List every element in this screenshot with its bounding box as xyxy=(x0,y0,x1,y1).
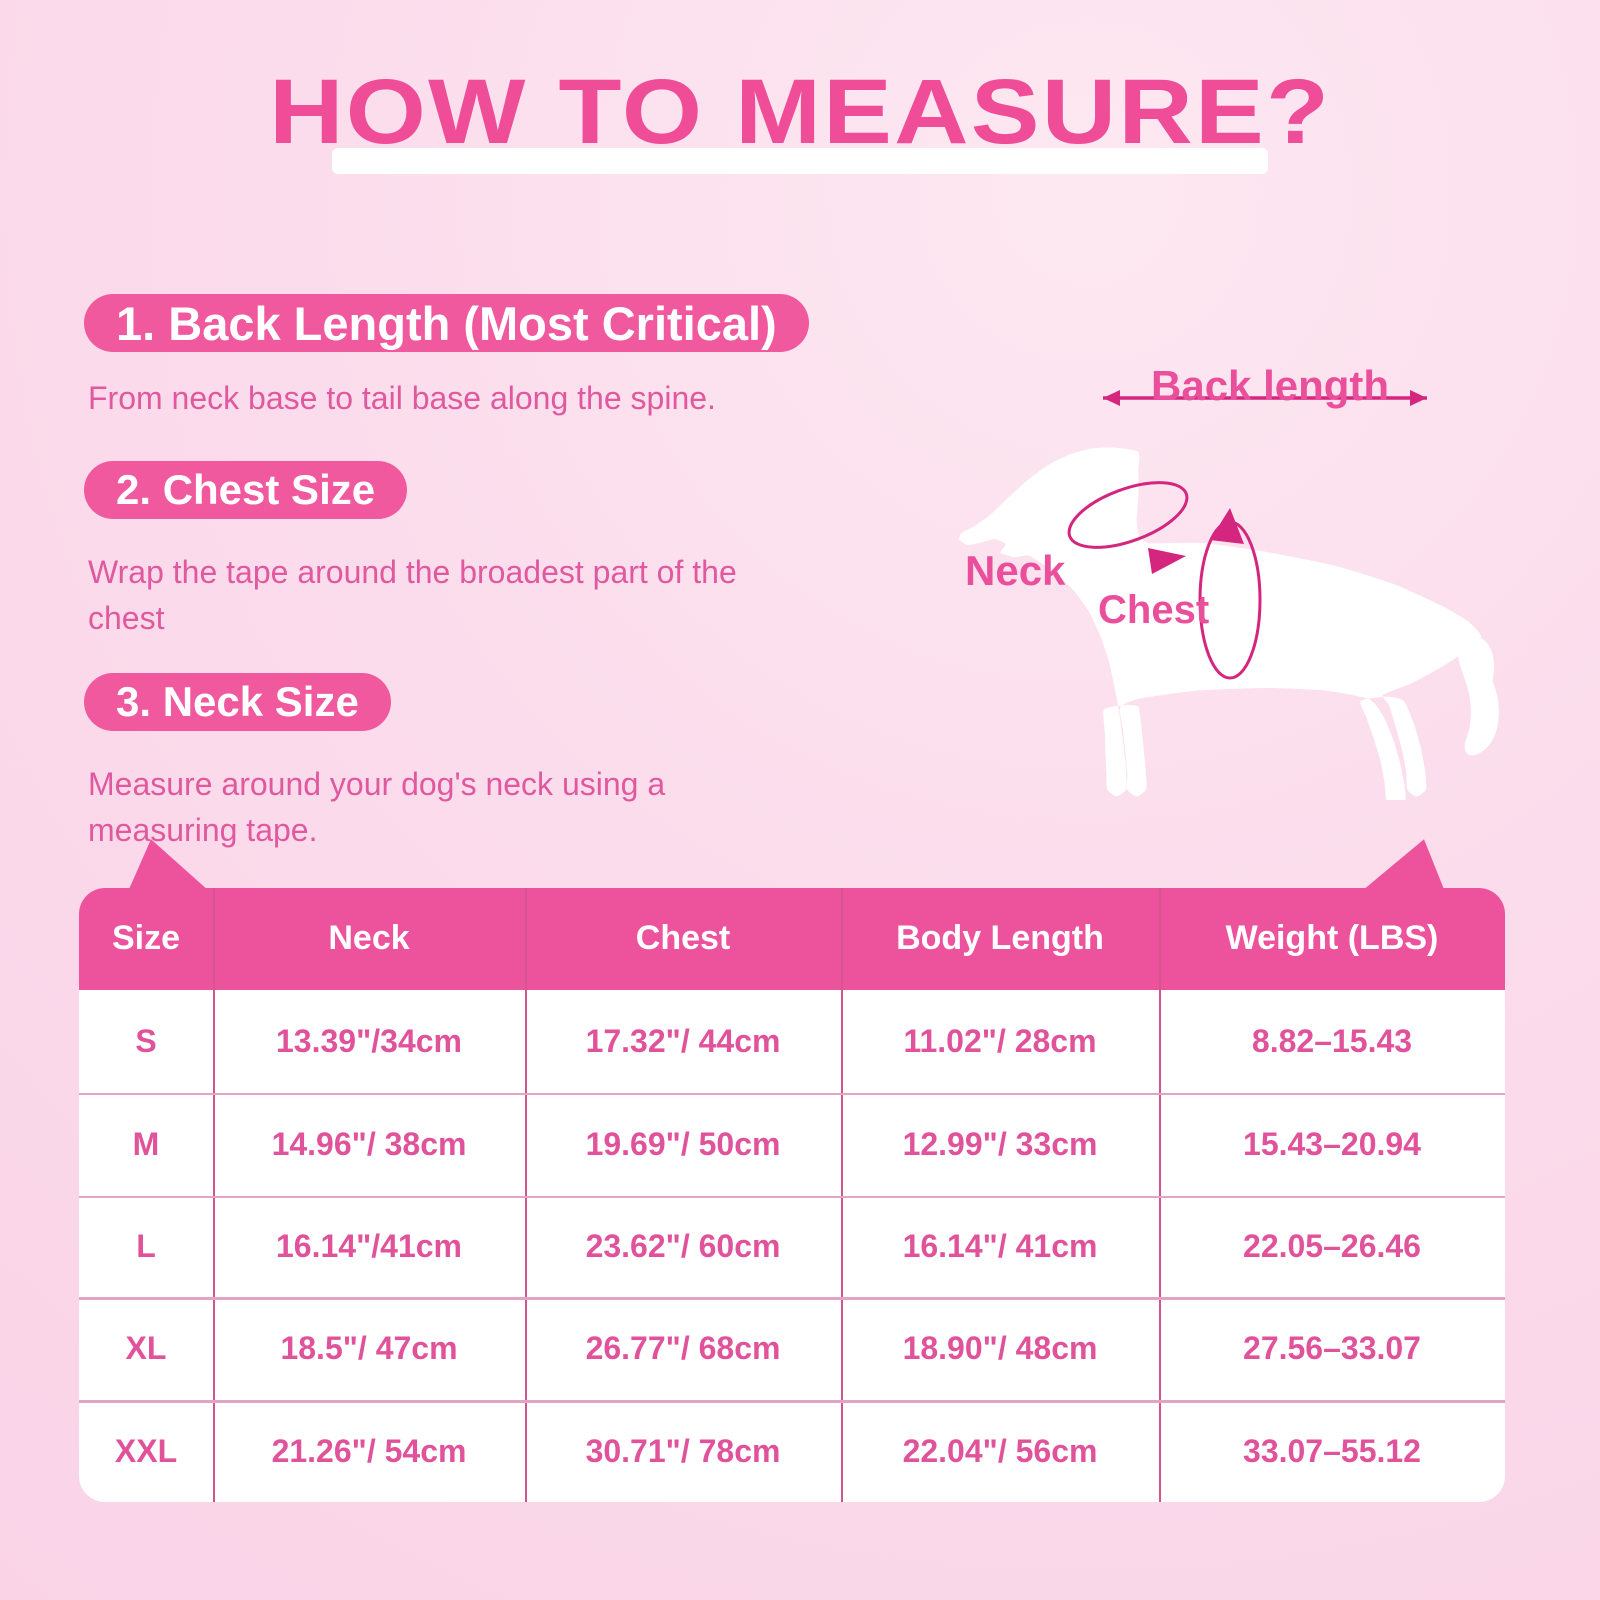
svg-text:Back length: Back length xyxy=(1151,362,1389,409)
svg-text:Neck: Neck xyxy=(965,547,1066,594)
svg-text:Chest: Chest xyxy=(1098,588,1209,632)
